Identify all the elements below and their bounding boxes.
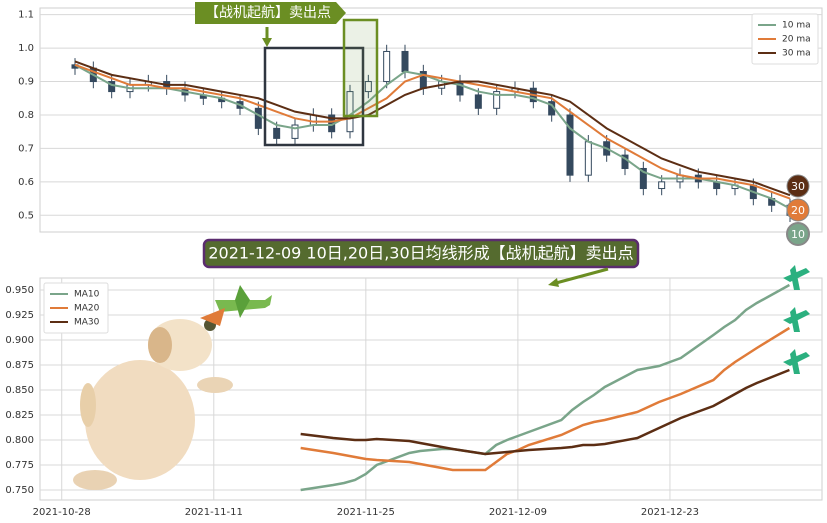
y-tick-label: 0.900 [5,335,34,346]
top-plot-area [39,7,823,233]
legend-box [43,282,109,334]
end-badge [786,174,810,198]
legend-label: 30 ma [782,49,811,59]
legend-label: 20 ma [782,35,811,45]
candle-body [364,81,372,93]
focus-box [263,46,365,147]
legend-box [751,13,819,65]
y-tick-label: 0.775 [5,460,34,471]
candle-body [584,141,592,176]
y-tick-label: 0.950 [5,285,34,296]
annotation-arrowhead [262,38,272,47]
legend-label: MA10 [74,290,100,300]
y-tick-label: 0.800 [5,435,34,446]
y-tick-label: 0.7 [18,143,34,154]
y-tick-label: 0.8 [18,110,34,121]
y-tick-label: 0.875 [5,360,34,371]
y-tick-label: 1.1 [18,10,34,21]
x-tick-label: 2021-10-28 [33,507,91,518]
candle-body [273,127,281,139]
legend-label: 10 ma [782,21,811,31]
end-badge-label: 20 [791,204,805,217]
candle-body [493,91,501,109]
plane-icon [200,285,272,326]
end-badge-label: 30 [791,180,805,193]
x-tick-label: 2021-12-09 [489,507,547,518]
x-tick-label: 2021-11-25 [337,507,395,518]
candle-body [291,124,299,139]
ma-line [300,368,790,456]
sell-box [342,18,379,118]
end-badge-label: 10 [791,228,805,241]
candle-body [639,167,647,190]
legend-label: MA20 [74,304,100,314]
ma-line [74,63,791,210]
x-tick-label: 2021-11-11 [185,507,243,518]
end-badge [786,198,810,222]
candle-body [309,114,317,126]
chart-title: 2021-12-09 10日,20日,30日均线形成【战机起航】卖出点 [208,244,633,263]
ma-line [74,60,791,197]
title-arrowhead [548,278,559,287]
legend-label: MA30 [74,318,100,328]
y-tick-label: 0.750 [5,485,34,496]
candle-body [566,114,574,176]
end-badge [786,222,810,246]
y-tick-label: 0.5 [18,210,34,221]
y-tick-label: 0.825 [5,410,34,421]
title-banner [202,238,640,269]
y-tick-label: 0.9 [18,77,34,88]
candle-body [254,107,262,129]
ma-line [300,283,791,492]
ma-line [300,326,791,472]
dog-illustration [73,319,233,490]
candle-body [658,181,666,190]
y-tick-label: 0.850 [5,385,34,396]
y-tick-label: 1.0 [18,43,34,54]
title-arrow [555,267,609,285]
plane-icons [783,265,810,374]
y-tick-label: 0.925 [5,310,34,321]
y-tick-label: 0.6 [18,177,34,188]
candle-body [108,81,116,93]
ma-line [74,63,791,200]
candle-body [401,50,409,73]
candle-body [383,50,391,83]
annotation-text: 【战机起航】卖出点 [205,5,331,21]
annotation-banner [195,2,346,24]
top-panel: 0.5 0.6 0.7 0.8 0.9 1.0 1.1 10 ma 20 ma 30 ma 10 20… [18,10,822,246]
x-tick-label: 2021-12-23 [641,507,699,518]
candle-body [474,94,482,109]
